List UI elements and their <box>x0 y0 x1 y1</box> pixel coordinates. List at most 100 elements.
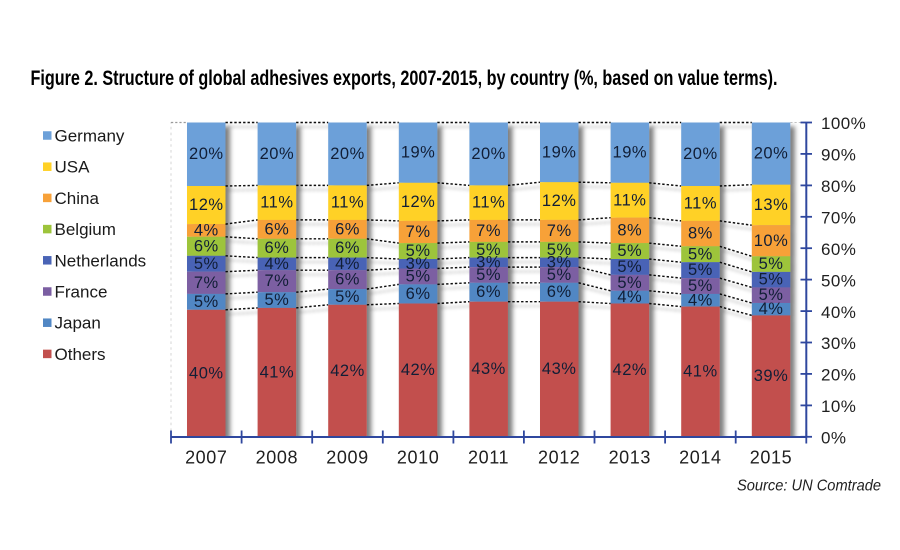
svg-text:43%: 43% <box>542 360 577 378</box>
svg-text:7%: 7% <box>264 272 289 290</box>
svg-text:2007: 2007 <box>185 448 227 468</box>
svg-text:Source: UN Comtrade: Source: UN Comtrade <box>737 478 881 495</box>
svg-text:Figure 2. Structure of global: Figure 2. Structure of global adhesives … <box>31 67 778 90</box>
svg-text:6%: 6% <box>335 271 360 289</box>
svg-text:60%: 60% <box>821 240 856 259</box>
svg-text:5%: 5% <box>688 277 713 295</box>
svg-text:5%: 5% <box>476 241 501 259</box>
svg-text:5%: 5% <box>688 261 713 279</box>
svg-text:10%: 10% <box>754 232 789 250</box>
svg-text:20%: 20% <box>821 366 856 385</box>
svg-text:11%: 11% <box>613 191 646 209</box>
svg-text:30%: 30% <box>821 334 856 353</box>
svg-text:5%: 5% <box>194 255 219 273</box>
svg-text:90%: 90% <box>821 146 856 165</box>
svg-text:6%: 6% <box>335 220 360 238</box>
svg-text:6%: 6% <box>264 239 289 257</box>
svg-text:50%: 50% <box>821 271 856 290</box>
svg-text:20%: 20% <box>683 145 718 163</box>
svg-text:6%: 6% <box>194 237 219 255</box>
svg-text:USA: USA <box>55 158 91 177</box>
svg-text:6%: 6% <box>547 283 572 301</box>
svg-text:43%: 43% <box>471 360 506 378</box>
svg-text:19%: 19% <box>542 143 577 161</box>
svg-text:7%: 7% <box>476 222 501 240</box>
svg-text:5%: 5% <box>617 242 642 260</box>
svg-text:20%: 20% <box>189 145 224 163</box>
svg-text:China: China <box>55 189 100 208</box>
svg-text:4%: 4% <box>617 288 642 306</box>
svg-text:80%: 80% <box>821 177 856 196</box>
svg-text:20%: 20% <box>754 145 789 163</box>
svg-text:2015: 2015 <box>750 448 792 468</box>
svg-text:Others: Others <box>55 345 106 364</box>
svg-text:4%: 4% <box>688 291 713 309</box>
svg-text:France: France <box>55 283 108 302</box>
svg-text:40%: 40% <box>821 303 856 322</box>
svg-text:3%: 3% <box>547 253 572 271</box>
svg-text:2014: 2014 <box>679 448 721 468</box>
svg-text:5%: 5% <box>335 288 360 306</box>
svg-text:5%: 5% <box>476 266 501 284</box>
svg-text:5%: 5% <box>759 271 784 289</box>
svg-text:5%: 5% <box>759 255 784 273</box>
svg-text:5%: 5% <box>264 291 289 309</box>
svg-text:2008: 2008 <box>256 448 298 468</box>
svg-text:2013: 2013 <box>609 448 651 468</box>
svg-text:11%: 11% <box>684 195 717 213</box>
svg-text:20%: 20% <box>330 145 365 163</box>
svg-text:7%: 7% <box>406 223 431 241</box>
svg-text:2010: 2010 <box>397 448 439 468</box>
svg-text:2009: 2009 <box>326 448 368 468</box>
svg-text:11%: 11% <box>331 194 364 212</box>
svg-text:5%: 5% <box>759 286 784 304</box>
svg-text:10%: 10% <box>821 397 856 416</box>
svg-text:40%: 40% <box>189 364 224 382</box>
svg-text:70%: 70% <box>821 209 856 228</box>
svg-text:41%: 41% <box>683 363 718 381</box>
svg-text:Belgium: Belgium <box>55 220 116 239</box>
svg-text:Japan: Japan <box>55 314 101 333</box>
svg-text:4%: 4% <box>335 255 360 273</box>
svg-text:5%: 5% <box>617 274 642 292</box>
svg-text:Netherlands: Netherlands <box>55 251 147 270</box>
svg-text:Germany: Germany <box>55 127 125 146</box>
svg-text:5%: 5% <box>406 242 431 260</box>
svg-text:5%: 5% <box>406 268 431 286</box>
svg-text:5%: 5% <box>547 266 572 284</box>
svg-text:2012: 2012 <box>538 448 580 468</box>
svg-text:0%: 0% <box>821 429 846 448</box>
svg-text:3%: 3% <box>476 253 501 271</box>
svg-text:6%: 6% <box>264 220 289 238</box>
svg-text:41%: 41% <box>260 363 295 381</box>
svg-text:4%: 4% <box>759 300 784 318</box>
svg-text:6%: 6% <box>406 285 431 303</box>
svg-text:3%: 3% <box>406 255 431 273</box>
svg-text:11%: 11% <box>472 194 505 212</box>
svg-text:4%: 4% <box>264 255 289 273</box>
svg-text:2011: 2011 <box>468 448 509 468</box>
svg-text:12%: 12% <box>542 192 577 210</box>
svg-text:6%: 6% <box>476 283 501 301</box>
svg-text:19%: 19% <box>613 144 648 162</box>
svg-text:20%: 20% <box>260 145 295 163</box>
svg-text:39%: 39% <box>754 367 789 385</box>
svg-text:12%: 12% <box>189 196 224 214</box>
svg-text:5%: 5% <box>194 293 219 311</box>
svg-text:11%: 11% <box>260 194 293 212</box>
svg-text:20%: 20% <box>471 145 506 163</box>
svg-text:6%: 6% <box>335 239 360 257</box>
svg-text:100%: 100% <box>821 114 866 133</box>
svg-text:4%: 4% <box>194 221 219 239</box>
svg-text:42%: 42% <box>330 362 365 380</box>
svg-text:5%: 5% <box>617 258 642 276</box>
svg-text:19%: 19% <box>401 144 436 162</box>
svg-text:8%: 8% <box>688 225 713 243</box>
svg-text:12%: 12% <box>401 193 436 211</box>
svg-text:13%: 13% <box>754 196 789 214</box>
svg-text:7%: 7% <box>547 222 572 240</box>
svg-text:5%: 5% <box>688 245 713 263</box>
svg-text:8%: 8% <box>617 221 642 239</box>
svg-text:7%: 7% <box>194 274 219 292</box>
svg-text:42%: 42% <box>613 361 648 379</box>
